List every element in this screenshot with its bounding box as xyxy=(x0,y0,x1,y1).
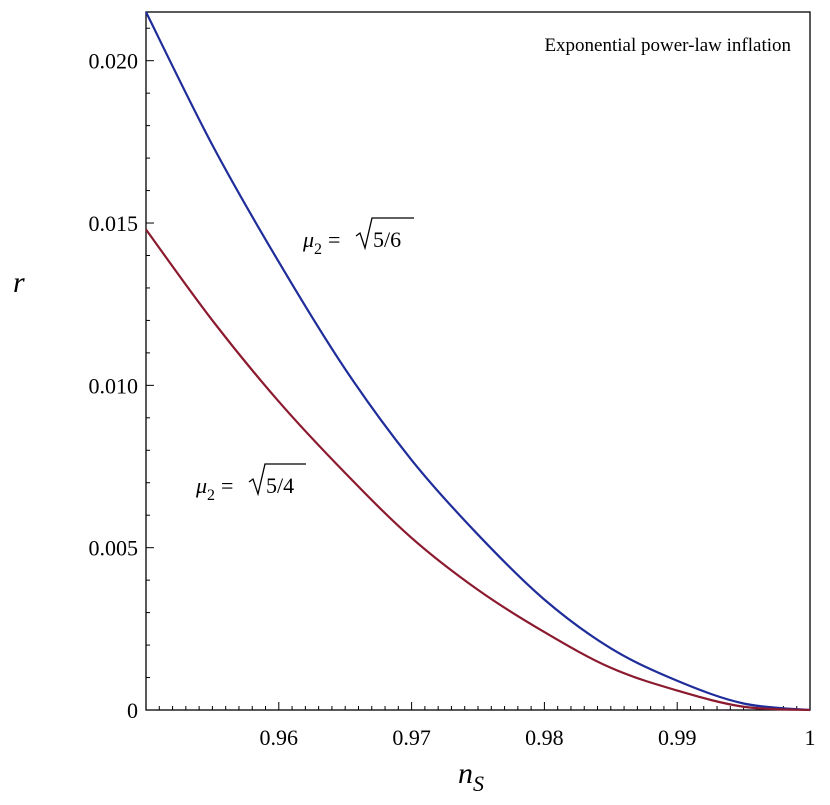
axis-ticks: 0.96 0.97 0.98 0.99 1 0 0.005 0.010 0.015 0.020 xyxy=(89,27,816,750)
annotation-lower-curve: μ2 = 5/4 xyxy=(195,463,306,504)
chart-title: Exponential power-law inflation xyxy=(544,35,791,56)
svg-text:μ2=: μ2 = xyxy=(195,473,233,504)
annotation-lower-eq: = xyxy=(221,473,233,498)
y-tick-label: 0.010 xyxy=(89,373,139,398)
x-axis-label: nS xyxy=(458,757,484,796)
annotation-lower-radicand: 5/4 xyxy=(266,473,294,498)
y-axis-label: r xyxy=(13,266,25,299)
x-tick-label: 0.96 xyxy=(260,725,299,750)
annotation-upper-curve: μ2 = 5/6 xyxy=(302,217,414,258)
annotation-upper-radicand: 5/6 xyxy=(373,227,401,252)
annotation-lower-mu: μ xyxy=(195,473,207,498)
y-tick-label: 0.020 xyxy=(89,49,139,74)
series-line-mu2-sqrt-5-6 xyxy=(145,11,811,712)
y-tick-label: 0.015 xyxy=(89,211,139,236)
annotation-upper-radical xyxy=(355,217,414,251)
x-tick-label: 1 xyxy=(805,725,816,750)
x-tick-label: 0.98 xyxy=(525,725,564,750)
annotation-upper-mu: μ xyxy=(302,227,314,252)
svg-text:μ2=: μ2 = xyxy=(302,227,340,258)
x-axis-label-main: n xyxy=(458,757,473,790)
annotation-upper-sub: 2 xyxy=(314,241,322,258)
series-line-mu2-sqrt-5-4 xyxy=(145,228,811,712)
x-tick-label: 0.99 xyxy=(658,725,697,750)
annotation-lower-radical xyxy=(248,463,306,497)
x-tick-label: 0.97 xyxy=(392,725,431,750)
series-curves xyxy=(145,11,811,712)
y-tick-label: 0.005 xyxy=(89,536,139,561)
annotation-lower-sub: 2 xyxy=(207,487,215,504)
x-axis-label-subscript: S xyxy=(473,771,484,796)
annotation-upper-eq: = xyxy=(328,227,340,252)
y-tick-label: 0 xyxy=(127,698,138,723)
